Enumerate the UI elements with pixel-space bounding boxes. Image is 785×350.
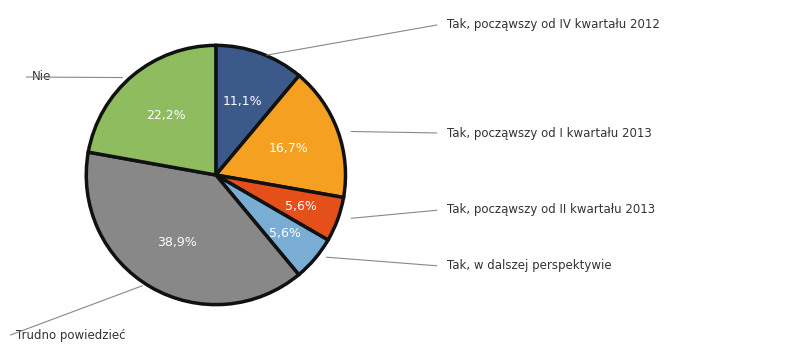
Text: Tak, począwszy od II kwartału 2013: Tak, począwszy od II kwartału 2013: [447, 203, 655, 217]
Wedge shape: [216, 76, 345, 197]
Text: 16,7%: 16,7%: [269, 142, 309, 155]
Text: Tak, począwszy od I kwartału 2013: Tak, począwszy od I kwartału 2013: [447, 126, 652, 140]
Text: Tak, w dalszej perspektywie: Tak, w dalszej perspektywie: [447, 259, 612, 273]
Wedge shape: [216, 175, 344, 240]
Text: Nie: Nie: [31, 70, 51, 84]
Wedge shape: [216, 175, 328, 275]
Text: 38,9%: 38,9%: [157, 236, 196, 249]
Wedge shape: [88, 46, 216, 175]
Text: Trudno powiedzieć: Trudno powiedzieć: [16, 329, 125, 343]
Wedge shape: [216, 46, 299, 175]
Text: 11,1%: 11,1%: [223, 96, 262, 108]
Text: Tak, począwszy od IV kwartału 2012: Tak, począwszy od IV kwartału 2012: [447, 18, 660, 31]
Text: 5,6%: 5,6%: [285, 199, 317, 212]
Wedge shape: [86, 152, 299, 304]
Text: 5,6%: 5,6%: [269, 227, 301, 240]
Text: 22,2%: 22,2%: [146, 109, 186, 122]
